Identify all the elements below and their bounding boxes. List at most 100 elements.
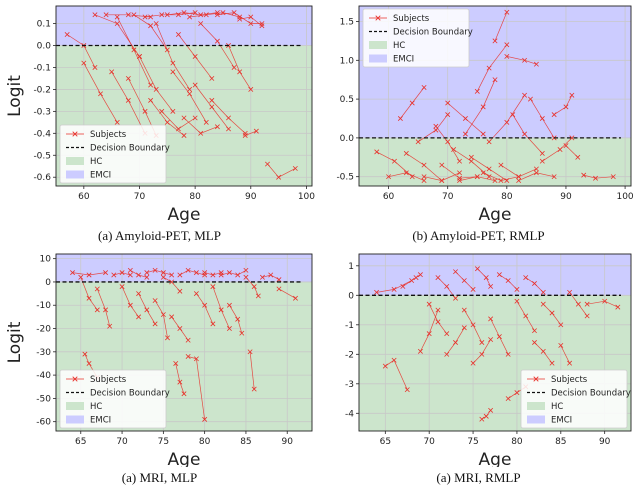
x-tick-label: 70: [134, 192, 146, 202]
subject-trajectory: [189, 12, 240, 18]
subject-point: [111, 272, 117, 278]
subject-point: [461, 278, 467, 284]
subject-point: [136, 272, 142, 278]
chart-mri-mlp: 65 70 75 80 85 90 -60 -50 -40 -30 -20 -10 0 10 Age Logi…: [5, 253, 313, 467]
subject-point: [532, 340, 537, 345]
subject-point: [198, 130, 204, 136]
subject-point: [136, 54, 142, 59]
subject-point: [114, 21, 120, 27]
caption-mri-mlp: (a) MRI, MLP: [121, 470, 198, 485]
subject-point: [159, 108, 165, 114]
y-tick-label: -2: [345, 350, 354, 360]
subject-point: [144, 274, 150, 280]
subject-point: [421, 162, 427, 168]
subject-point: [439, 178, 445, 184]
subject-point: [82, 351, 88, 357]
subject-point: [202, 270, 208, 276]
subject-point: [177, 288, 183, 294]
legend-hc-key: [369, 41, 387, 49]
subject-point: [187, 86, 193, 92]
y-tick-label: -30: [36, 348, 51, 358]
subject-point: [109, 69, 115, 75]
subject-point: [584, 313, 590, 319]
subject-point: [549, 360, 555, 366]
subject-point: [492, 178, 498, 184]
subject-point: [514, 390, 520, 396]
subject-point: [98, 91, 104, 97]
y-tick-label: -20: [36, 325, 51, 335]
subject-point: [391, 357, 397, 363]
subject-point: [533, 170, 539, 176]
subject-point: [527, 96, 533, 102]
subject-point: [193, 291, 199, 297]
subject-point: [64, 32, 70, 38]
x-tick-label: 70: [442, 192, 454, 202]
x-axis-label: Age: [168, 205, 201, 225]
y-tick-label: -0.5: [336, 173, 354, 183]
subject-point: [276, 174, 282, 180]
subject-point: [488, 407, 494, 413]
subject-point: [486, 65, 492, 71]
x-tick-label: 90: [281, 437, 293, 447]
subject-point: [457, 178, 463, 184]
subject-point: [131, 47, 137, 53]
legend: Subjects Decision Boundary HC EMCI: [59, 369, 170, 429]
subject-point: [483, 275, 489, 281]
subject-trajectory: [245, 130, 257, 136]
x-tick-label: 75: [158, 437, 169, 447]
legend-entry-label: HC: [393, 41, 405, 51]
y-tick-label: 1: [348, 262, 354, 272]
subject-point: [226, 270, 232, 276]
subject-point: [540, 348, 546, 354]
subject-point: [522, 131, 528, 137]
subject-point: [185, 353, 191, 359]
legend-subjects-marker: [375, 15, 381, 21]
subject-point: [504, 9, 510, 15]
legend-subjects-marker: [533, 376, 539, 382]
subject-point: [461, 307, 467, 313]
subject-point: [107, 323, 113, 329]
subject-trajectory: [217, 12, 262, 24]
y-tick-label: -3: [345, 380, 354, 390]
subject-point: [92, 12, 98, 18]
chart-amyloid-mlp: 60 70 80 90 100 -0.6 -0.5 -0.4 -0.3 -0.2 -0.1 0.0 0.…: [5, 5, 315, 225]
y-tick-label: -0.2: [33, 85, 51, 95]
subject-point: [148, 23, 154, 29]
subject-point: [144, 270, 150, 276]
subject-point: [453, 269, 458, 275]
subject-point: [253, 128, 259, 134]
subject-point: [435, 275, 441, 281]
caption-amyloid-mlp: (a) Amyloid-PET, MLP: [98, 228, 221, 243]
legend-box: [59, 124, 167, 184]
subject-point: [474, 266, 480, 272]
subject-point: [127, 302, 133, 308]
subject-point: [480, 131, 486, 137]
subject-point: [540, 301, 546, 307]
subject-point: [235, 272, 241, 278]
subject-point: [119, 284, 125, 290]
subject-point: [259, 274, 265, 280]
caption-amyloid-rmlp: (b) Amyloid-PET, RMLP: [412, 228, 545, 243]
subject-point: [125, 97, 131, 103]
subject-point: [374, 289, 380, 295]
subject-point: [81, 60, 87, 66]
legend-emci-key: [66, 170, 84, 179]
subject-point: [131, 12, 137, 18]
subject-point: [480, 104, 486, 110]
subject-point: [468, 154, 474, 160]
x-tick-label: 85: [240, 437, 251, 447]
subject-point: [457, 175, 463, 181]
chart-amyloid-rmlp: 60 70 80 90 100 -0.5 0.0 0.5 1.0 1.5 Age Subjects De…: [336, 5, 634, 225]
subject-point: [470, 286, 476, 292]
subject-point: [169, 314, 175, 320]
subject-point: [540, 289, 546, 295]
subject-point: [404, 387, 410, 393]
y-tick-label: 0.5: [340, 95, 354, 105]
legend-box: [520, 369, 628, 429]
x-axis-label: Age: [479, 450, 512, 467]
x-tick-label: 60: [78, 192, 90, 202]
subject-point: [504, 42, 510, 48]
hc-region: [359, 137, 631, 186]
subject-point: [492, 38, 498, 44]
subject-point: [558, 342, 564, 348]
